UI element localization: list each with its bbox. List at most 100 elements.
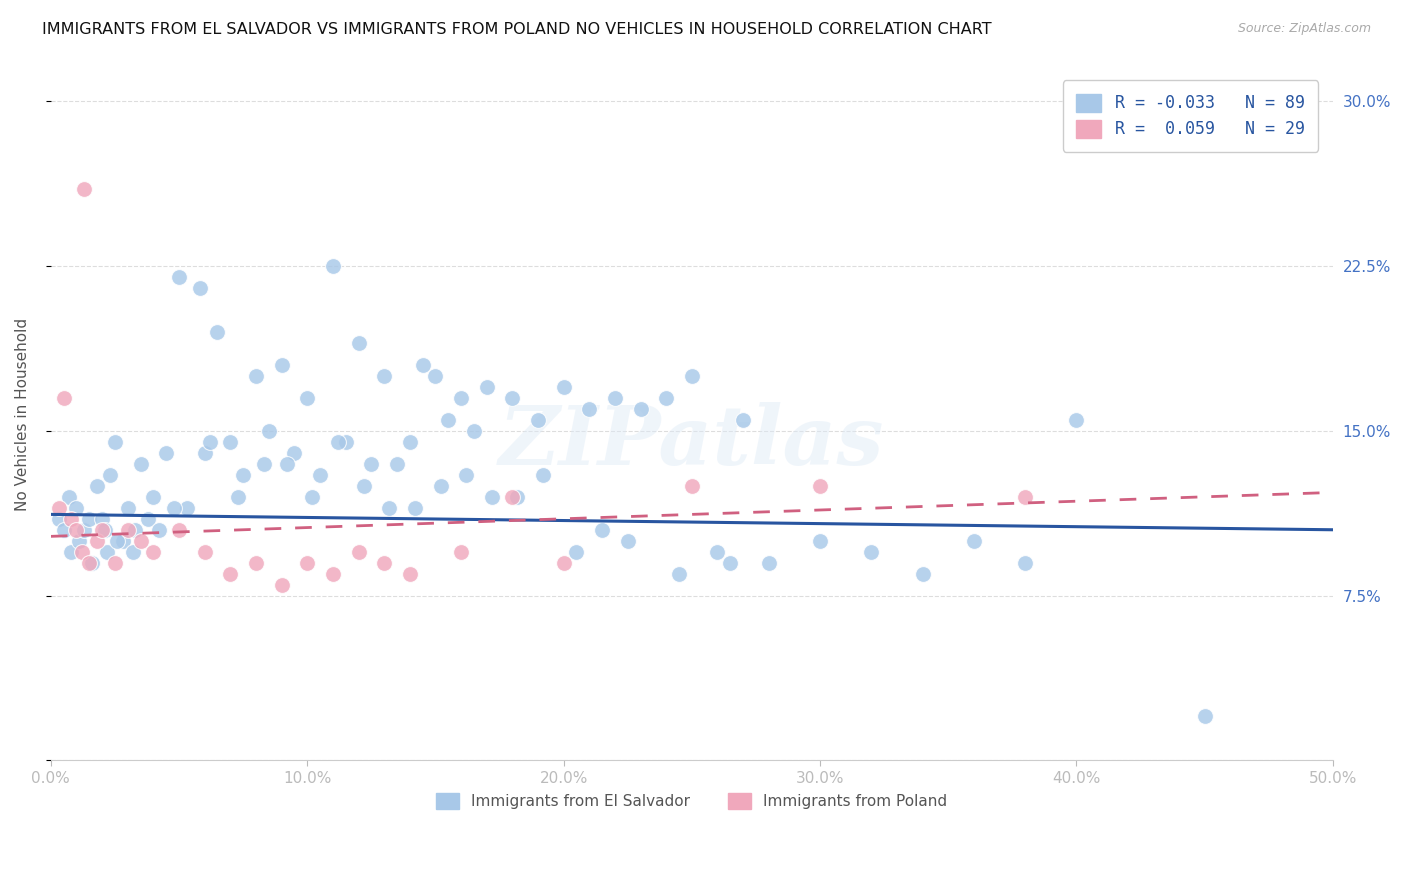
Point (91, 523, 114, 537)
Point (194, 446, 217, 460)
Point (322, 259, 344, 273)
Point (506, 490, 529, 504)
Point (425, 369, 447, 384)
Point (718, 556, 741, 570)
Point (48, 500, 70, 515)
Point (60, 512, 83, 526)
Point (226, 490, 249, 504)
Point (122, 545, 145, 559)
Point (378, 500, 401, 515)
Point (245, 556, 267, 570)
Point (630, 401, 652, 416)
Point (253, 457, 276, 471)
Point (297, 391, 319, 405)
Point (309, 467, 332, 482)
Point (188, 281, 211, 295)
Point (129, 457, 152, 471)
Point (167, 270, 190, 285)
Point (578, 401, 600, 416)
Point (591, 523, 613, 537)
Point (124, 523, 146, 537)
Point (270, 358, 292, 372)
Point (52, 523, 75, 537)
Point (553, 380, 575, 394)
Point (385, 457, 408, 471)
Point (347, 545, 370, 559)
Point (86, 533, 108, 548)
Point (373, 556, 395, 570)
Point (65, 500, 87, 515)
Point (463, 424, 485, 438)
Legend: Immigrants from El Salvador, Immigrants from Poland: Immigrants from El Salvador, Immigrants … (430, 787, 953, 815)
Point (96, 545, 118, 559)
Point (58, 490, 80, 504)
Point (93, 523, 115, 537)
Point (456, 467, 478, 482)
Point (1014, 556, 1036, 570)
Point (531, 467, 554, 482)
Point (429, 479, 451, 493)
Point (360, 457, 382, 471)
Point (758, 556, 780, 570)
Text: ZIPatlas: ZIPatlas (499, 402, 884, 483)
Point (911, 566, 934, 581)
Point (353, 479, 375, 493)
Point (481, 490, 503, 504)
Point (107, 533, 129, 548)
Point (232, 467, 254, 482)
Point (198, 434, 221, 449)
Point (67, 533, 90, 548)
Point (706, 545, 728, 559)
Point (142, 545, 165, 559)
Point (437, 413, 460, 427)
Point (148, 523, 170, 537)
Point (73, 523, 96, 537)
Point (1066, 413, 1088, 427)
Point (207, 325, 229, 339)
Point (111, 533, 134, 548)
Point (52, 391, 75, 405)
Point (117, 500, 139, 515)
Point (655, 391, 678, 405)
Point (733, 413, 755, 427)
Point (963, 533, 986, 548)
Point (404, 500, 426, 515)
Point (155, 446, 177, 460)
Point (1194, 709, 1216, 723)
Point (283, 446, 305, 460)
Point (270, 577, 292, 591)
Point (681, 369, 703, 384)
Point (79, 556, 101, 570)
Point (163, 500, 186, 515)
Point (129, 533, 152, 548)
Point (60, 545, 83, 559)
Point (91, 512, 114, 526)
Point (475, 380, 498, 394)
Point (219, 434, 242, 449)
Point (167, 523, 190, 537)
Point (681, 479, 703, 493)
Point (70, 545, 93, 559)
Point (142, 490, 165, 504)
Point (412, 358, 434, 372)
Point (450, 391, 472, 405)
Text: IMMIGRANTS FROM EL SALVADOR VS IMMIGRANTS FROM POLAND NO VEHICLES IN HOUSEHOLD C: IMMIGRANTS FROM EL SALVADOR VS IMMIGRANT… (42, 22, 991, 37)
Point (860, 545, 883, 559)
Point (80, 556, 103, 570)
Point (565, 545, 588, 559)
Y-axis label: No Vehicles in Household: No Vehicles in Household (15, 318, 30, 511)
Point (104, 556, 127, 570)
Point (808, 479, 831, 493)
Point (219, 566, 242, 581)
Point (603, 391, 626, 405)
Text: Source: ZipAtlas.com: Source: ZipAtlas.com (1237, 22, 1371, 36)
Point (808, 533, 831, 548)
Point (501, 490, 523, 504)
Point (1014, 490, 1036, 504)
Point (48, 512, 70, 526)
Point (297, 556, 319, 570)
Point (73, 182, 96, 196)
Point (276, 457, 298, 471)
Point (398, 434, 420, 449)
Point (104, 434, 127, 449)
